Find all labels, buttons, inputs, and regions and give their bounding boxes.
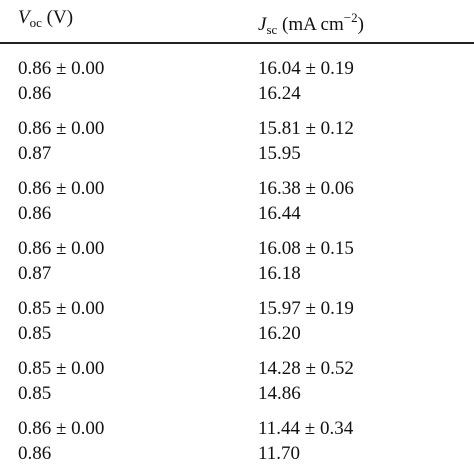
best-value: 0.85 <box>18 323 52 344</box>
mean-value: 14.28 ± 0.52 <box>258 358 354 379</box>
header-voc: Voc (V) <box>18 7 73 34</box>
mean-value: 15.97 ± 0.19 <box>258 298 354 319</box>
symbol: V <box>18 7 30 28</box>
mean-value: 0.85 ± 0.00 <box>18 358 105 379</box>
best-value: 0.86 <box>18 83 52 104</box>
unit: (V) <box>41 7 74 28</box>
best-value: 0.86 <box>18 203 52 224</box>
mean-value: 16.08 ± 0.15 <box>258 238 354 259</box>
subscript: sc <box>266 22 278 37</box>
mean-value: 0.85 ± 0.00 <box>18 298 105 319</box>
superscript: −2 <box>343 10 358 25</box>
best-value: 0.87 <box>18 263 52 284</box>
unit: (mA cm <box>277 14 344 35</box>
best-value: 16.18 <box>258 263 301 284</box>
header-rule <box>0 42 474 44</box>
best-value: 14.86 <box>258 383 301 404</box>
best-value: 15.95 <box>258 143 301 164</box>
mean-value: 15.81 ± 0.12 <box>258 118 354 139</box>
best-value: 0.87 <box>18 143 52 164</box>
mean-value: 16.04 ± 0.19 <box>258 58 354 79</box>
best-value: 0.86 <box>18 443 52 464</box>
mean-value: 0.86 ± 0.00 <box>18 238 105 259</box>
header-jsc: Jsc (mA cm−2) <box>258 7 364 41</box>
mean-value: 16.38 ± 0.06 <box>258 178 354 199</box>
best-value: 11.70 <box>258 443 301 464</box>
mean-value: 0.86 ± 0.00 <box>18 118 105 139</box>
best-value: 0.85 <box>18 383 52 404</box>
mean-value: 0.86 ± 0.00 <box>18 58 105 79</box>
subscript: oc <box>29 15 42 30</box>
unit-end: ) <box>357 14 364 35</box>
mean-value: 0.86 ± 0.00 <box>18 178 105 199</box>
symbol: J <box>258 14 267 35</box>
best-value: 16.44 <box>258 203 301 224</box>
mean-value: 0.86 ± 0.00 <box>18 418 105 439</box>
mean-value: 11.44 ± 0.34 <box>258 418 354 439</box>
best-value: 16.24 <box>258 83 301 104</box>
best-value: 16.20 <box>258 323 301 344</box>
